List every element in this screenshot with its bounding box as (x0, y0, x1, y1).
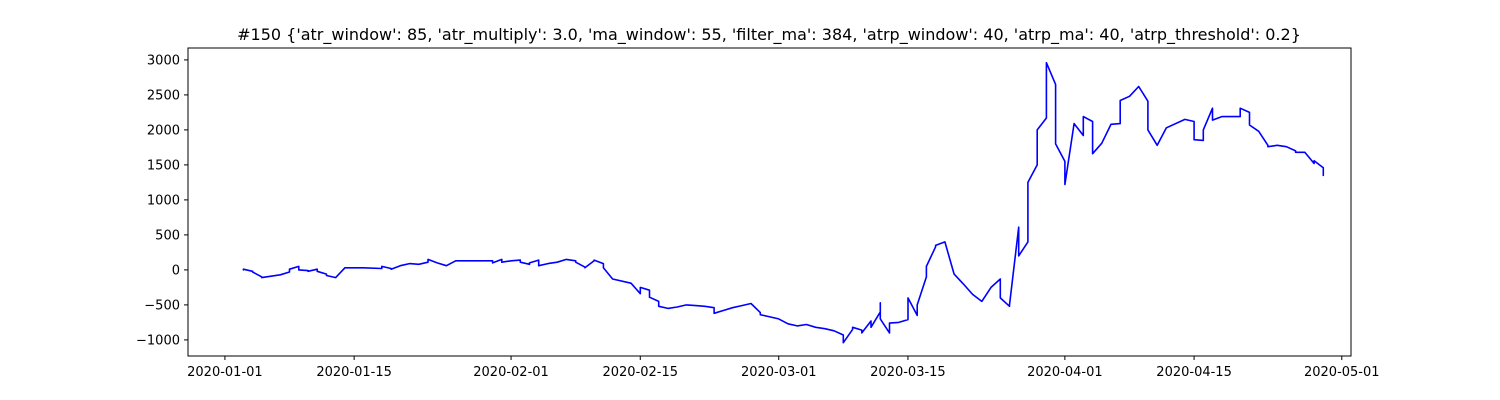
y-axis: −1000 −500 0 500 1000 1500 2000 2500 3000 (136, 53, 188, 348)
plot-area (242, 61, 1325, 344)
x-tick-label: 2020-01-01 (187, 365, 263, 380)
y-tick-label: −500 (144, 298, 180, 313)
y-tick-label: −1000 (136, 333, 180, 348)
x-tick-label: 2020-03-15 (870, 365, 946, 380)
x-tick-label: 2020-04-15 (1156, 365, 1232, 380)
y-tick-label: 3000 (147, 53, 180, 68)
y-tick-label: 500 (155, 228, 180, 243)
x-tick-label: 2020-04-01 (1027, 365, 1103, 380)
y-tick-label: 0 (172, 263, 180, 278)
series-line-0 (242, 61, 1325, 344)
axes-frame (187, 47, 1352, 357)
x-tick-label: 2020-01-15 (316, 365, 392, 380)
y-tick-label: 2500 (147, 88, 180, 103)
y-tick-label: 1500 (147, 158, 180, 173)
chart-title: #150 {'atr_window': 85, 'atr_multiply': … (237, 25, 1301, 45)
y-tick-label: 1000 (147, 193, 180, 208)
x-tick-label: 2020-02-01 (473, 365, 549, 380)
x-tick-label: 2020-05-01 (1304, 365, 1380, 380)
x-tick-label: 2020-02-15 (602, 365, 678, 380)
y-tick-label: 2000 (147, 123, 180, 138)
x-tick-label: 2020-03-01 (741, 365, 817, 380)
x-axis: 2020-01-01 2020-01-15 2020-02-01 2020-02-15… (187, 356, 1380, 380)
